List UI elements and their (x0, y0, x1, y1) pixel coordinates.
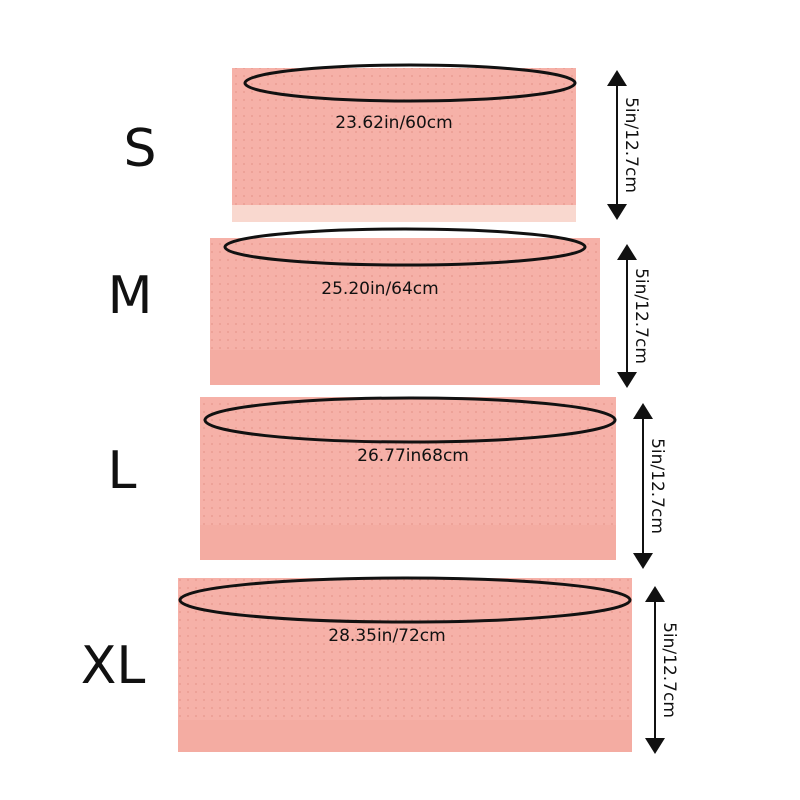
band-hem (200, 525, 616, 560)
width-label: 28.35in/72cm (328, 626, 445, 646)
circumference-ellipse (203, 396, 617, 444)
height-label: 5in/12.7cm (621, 97, 641, 193)
band-s: S 23.62in/60cm 5in/12.7cm (123, 63, 641, 222)
size-label: M (108, 266, 153, 326)
band-image (232, 68, 576, 222)
size-label: S (123, 119, 156, 179)
width-label: 26.77in68cm (357, 446, 469, 466)
band-xl: XL 28.35in/72cm 5in/12.7cm (81, 576, 679, 754)
band-l: L 26.77in68cm 5in/12.7cm (108, 396, 667, 569)
band-m: M 25.20in/64cm 5in/12.7cm (108, 227, 651, 388)
width-label: 23.62in/60cm (335, 113, 452, 133)
circumference-ellipse (223, 227, 587, 267)
band-hem (210, 350, 600, 385)
size-label: L (108, 441, 137, 501)
size-label: XL (81, 636, 146, 696)
width-label: 25.20in/64cm (321, 279, 438, 299)
band-hem (232, 205, 576, 222)
band-hem (178, 720, 632, 752)
circumference-ellipse (243, 63, 577, 103)
height-label: 5in/12.7cm (631, 268, 651, 364)
height-label: 5in/12.7cm (659, 622, 679, 718)
circumference-ellipse (178, 576, 632, 624)
height-label: 5in/12.7cm (647, 438, 667, 534)
